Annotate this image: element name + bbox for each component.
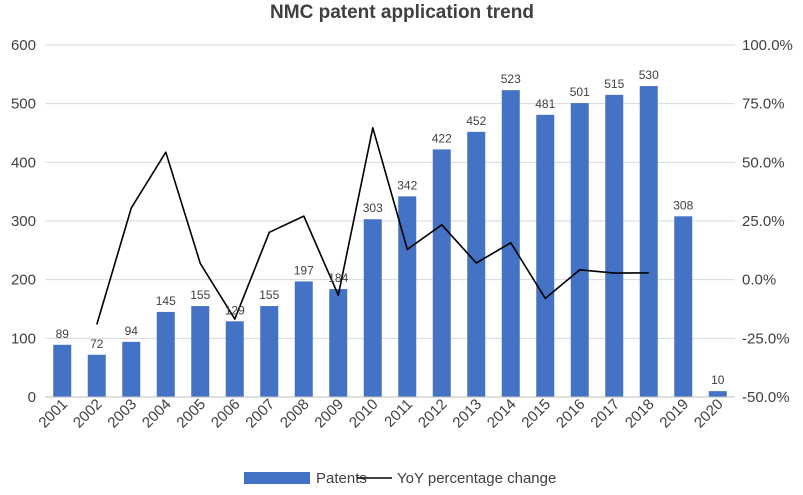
bar-value-label: 129 <box>225 303 245 317</box>
yoy-line-series <box>96 127 649 325</box>
bar-patents-2013 <box>467 131 486 397</box>
bar-patents-2004 <box>156 311 175 397</box>
bar-patents-2010 <box>363 219 382 397</box>
x-tick-label: 2019 <box>656 396 692 432</box>
x-tick-label: 2016 <box>553 396 589 432</box>
right-tick-label: -25.0% <box>742 330 790 347</box>
left-y-axis: 0 100 200 300 400 500 600 <box>11 37 36 406</box>
bar-patents-2005 <box>191 306 210 397</box>
right-tick-label: -50.0% <box>742 389 790 406</box>
bar-value-label: 10 <box>711 373 725 387</box>
x-tick-label: 2018 <box>622 396 658 432</box>
bar-patents-2018 <box>639 86 658 398</box>
bar-value-label: 523 <box>501 72 521 86</box>
bar-patents-2007 <box>260 306 279 397</box>
right-y-axis: -50.0% -25.0% 0.0% 25.0% 50.0% 75.0% 100.0% <box>742 37 793 406</box>
bar-value-label: 422 <box>432 131 452 145</box>
bar-value-label: 197 <box>294 263 314 277</box>
bar-patents-2001 <box>53 344 72 397</box>
bar-patents-2008 <box>294 281 313 397</box>
gridlines <box>45 44 735 398</box>
bar-value-label: 515 <box>604 77 624 91</box>
bar-value-label: 94 <box>125 324 139 338</box>
bar-value-label: 501 <box>570 85 590 99</box>
bar-value-label: 452 <box>466 114 486 128</box>
bar-patents-2020 <box>708 391 727 397</box>
bar-patents-2002 <box>87 354 106 397</box>
x-tick-label: 2006 <box>208 396 244 432</box>
left-tick-label: 0 <box>28 389 36 406</box>
left-tick-label: 300 <box>11 213 36 230</box>
x-tick-label: 2010 <box>346 396 382 432</box>
x-tick-label: 2007 <box>242 396 278 432</box>
legend-label-yoy: YoY percentage change <box>397 470 556 487</box>
bar-value-label: 184 <box>328 271 348 285</box>
right-tick-label: 25.0% <box>742 213 785 230</box>
bar-value-label: 530 <box>639 68 659 82</box>
patents-bars <box>53 86 727 398</box>
bar-value-label: 481 <box>535 97 555 111</box>
bar-value-label: 145 <box>156 294 176 308</box>
left-tick-label: 400 <box>11 154 36 171</box>
legend: Patents YoY percentage change <box>244 470 556 487</box>
bar-patents-2012 <box>432 149 451 397</box>
bar-value-label: 155 <box>259 288 279 302</box>
bar-value-label: 72 <box>90 337 104 351</box>
right-tick-label: 50.0% <box>742 154 785 171</box>
bar-value-label: 303 <box>363 201 383 215</box>
bar-data-labels: 89 72 94 145 155 129 155 197 184 303 342 422 452 523 4… <box>56 68 725 387</box>
bar-patents-2009 <box>329 289 348 397</box>
x-tick-label: 2017 <box>587 396 623 432</box>
left-tick-label: 600 <box>11 37 36 54</box>
left-tick-label: 200 <box>11 272 36 289</box>
right-tick-label: 100.0% <box>742 37 793 54</box>
bar-value-label: 308 <box>673 198 693 212</box>
bar-value-label: 89 <box>56 327 70 341</box>
x-tick-label: 2004 <box>139 396 175 432</box>
yoy-line <box>96 127 649 325</box>
x-tick-label: 2015 <box>518 396 554 432</box>
bar-patents-2015 <box>536 114 555 398</box>
legend-label-patents: Patents <box>316 470 367 487</box>
x-tick-label: 2013 <box>449 396 485 432</box>
x-tick-label: 2001 <box>35 396 71 432</box>
right-tick-label: 75.0% <box>742 96 785 113</box>
x-tick-label: 2012 <box>415 396 451 432</box>
x-tick-label: 2020 <box>691 396 727 432</box>
bar-patents-2019 <box>674 216 693 397</box>
x-tick-label: 2002 <box>70 396 106 432</box>
x-axis: 2001200220032004200520062007200820092010… <box>35 396 735 432</box>
bar-patents-2017 <box>605 94 624 397</box>
right-tick-label: 0.0% <box>742 272 776 289</box>
x-tick-label: 2011 <box>381 396 416 431</box>
bar-patents-2006 <box>225 321 244 397</box>
x-tick-label: 2005 <box>173 396 209 432</box>
x-tick-label: 2003 <box>104 396 140 432</box>
x-tick-label: 2014 <box>484 396 520 432</box>
bar-patents-2003 <box>122 341 141 397</box>
left-tick-label: 500 <box>11 96 36 113</box>
legend-swatch-patents <box>244 472 310 484</box>
chart-title: NMC patent application trend <box>270 2 534 23</box>
x-tick-label: 2008 <box>277 396 313 432</box>
x-tick-label: 2009 <box>311 396 347 432</box>
left-tick-label: 100 <box>11 330 36 347</box>
bar-value-label: 342 <box>397 178 417 192</box>
bar-value-label: 155 <box>190 288 210 302</box>
bar-patents-2016 <box>570 103 589 397</box>
